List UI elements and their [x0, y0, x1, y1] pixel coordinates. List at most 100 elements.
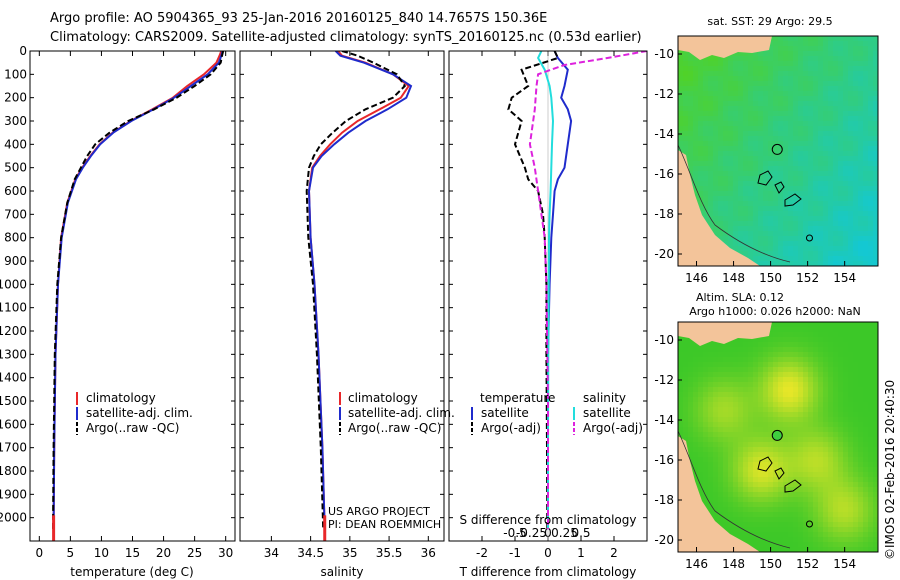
heatmap-cell — [753, 116, 758, 121]
heatmap-cell — [793, 106, 798, 111]
heatmap-cell — [868, 417, 873, 422]
heatmap-cell — [738, 241, 743, 246]
heatmap-cell — [763, 387, 768, 392]
heatmap-cell — [813, 427, 818, 432]
heatmap-cell — [798, 56, 803, 61]
heatmap-cell — [743, 216, 748, 221]
heatmap-cell — [868, 261, 873, 266]
heatmap-cell — [803, 507, 808, 512]
heatmap-cell — [833, 121, 838, 126]
heatmap-cell — [703, 492, 708, 497]
heatmap-cell — [863, 171, 868, 176]
heatmap-cell — [783, 51, 788, 56]
heatmap-cell — [763, 171, 768, 176]
heatmap-cell — [828, 457, 833, 462]
heatmap-cell — [868, 432, 873, 437]
heatmap-cell — [798, 221, 803, 226]
x-tick-label: 150 — [759, 271, 782, 285]
heatmap-cell — [728, 181, 733, 186]
heatmap-cell — [763, 402, 768, 407]
heatmap-cell — [703, 457, 708, 462]
heatmap-cell — [708, 377, 713, 382]
heatmap-cell — [778, 487, 783, 492]
heatmap-cell — [823, 116, 828, 121]
heatmap-cell — [723, 412, 728, 417]
heatmap-cell — [728, 362, 733, 367]
heatmap-cell — [808, 46, 813, 51]
heatmap-cell — [803, 482, 808, 487]
heatmap-cell — [778, 76, 783, 81]
x-tick-label: 25 — [187, 546, 202, 560]
heatmap-cell — [843, 437, 848, 442]
difference-plot-area — [507, 51, 647, 530]
heatmap-cell — [753, 101, 758, 106]
heatmap-cell — [838, 236, 843, 241]
heatmap-cell — [708, 507, 713, 512]
heatmap-cell — [843, 166, 848, 171]
heatmap-cell — [783, 106, 788, 111]
heatmap-cell — [683, 111, 688, 116]
heatmap-cell — [788, 367, 793, 372]
heatmap-cell — [788, 547, 793, 552]
heatmap-cell — [778, 352, 783, 357]
heatmap-cell — [718, 437, 723, 442]
heatmap-cell — [723, 221, 728, 226]
heatmap-cell — [798, 407, 803, 412]
heatmap-cell — [793, 392, 798, 397]
heatmap-cell — [713, 136, 718, 141]
heatmap-cell — [768, 482, 773, 487]
heatmap-cell — [823, 111, 828, 116]
heatmap-cell — [863, 322, 868, 327]
heatmap-cell — [813, 522, 818, 527]
heatmap-cell — [823, 357, 828, 362]
heatmap-cell — [838, 407, 843, 412]
heatmap-cell — [693, 347, 698, 352]
heatmap-cell — [818, 517, 823, 522]
heatmap-cell — [813, 467, 818, 472]
heatmap-cell — [873, 547, 878, 552]
heatmap-cell — [768, 367, 773, 372]
heatmap-cell — [808, 206, 813, 211]
heatmap-cell — [833, 532, 838, 537]
heatmap-cell — [858, 46, 863, 51]
heatmap-cell — [823, 502, 828, 507]
heatmap-cell — [873, 417, 878, 422]
heatmap-cell — [708, 422, 713, 427]
heatmap-cell — [718, 211, 723, 216]
heatmap-cell — [828, 221, 833, 226]
heatmap-cell — [808, 231, 813, 236]
heatmap-cell — [733, 372, 738, 377]
heatmap-cell — [823, 452, 828, 457]
heatmap-cell — [858, 196, 863, 201]
heatmap-cell — [863, 537, 868, 542]
heatmap-cell — [803, 342, 808, 347]
heatmap-cell — [758, 357, 763, 362]
heatmap-cell — [708, 196, 713, 201]
heatmap-cell — [783, 327, 788, 332]
heatmap-cell — [693, 402, 698, 407]
heatmap-cell — [793, 96, 798, 101]
heatmap-cell — [843, 462, 848, 467]
heatmap-cell — [853, 121, 858, 126]
heatmap-cell — [743, 532, 748, 537]
heatmap-cell — [728, 186, 733, 191]
heatmap-cell — [773, 367, 778, 372]
heatmap-cell — [798, 457, 803, 462]
heatmap-cell — [738, 472, 743, 477]
heatmap-cell — [693, 186, 698, 191]
heatmap-cell — [758, 387, 763, 392]
heatmap-cell — [803, 41, 808, 46]
heatmap-cell — [863, 372, 868, 377]
heatmap-cell — [853, 442, 858, 447]
heatmap-cell — [768, 231, 773, 236]
heatmap-cell — [838, 146, 843, 151]
heatmap-cell — [818, 437, 823, 442]
heatmap-cell — [738, 477, 743, 482]
heatmap-cell — [848, 412, 853, 417]
heatmap-cell — [778, 397, 783, 402]
y-tick-label: 300 — [4, 114, 27, 128]
heatmap-cell — [768, 407, 773, 412]
heatmap-cell — [873, 256, 878, 261]
heatmap-cell — [728, 382, 733, 387]
heatmap-cell — [748, 91, 753, 96]
